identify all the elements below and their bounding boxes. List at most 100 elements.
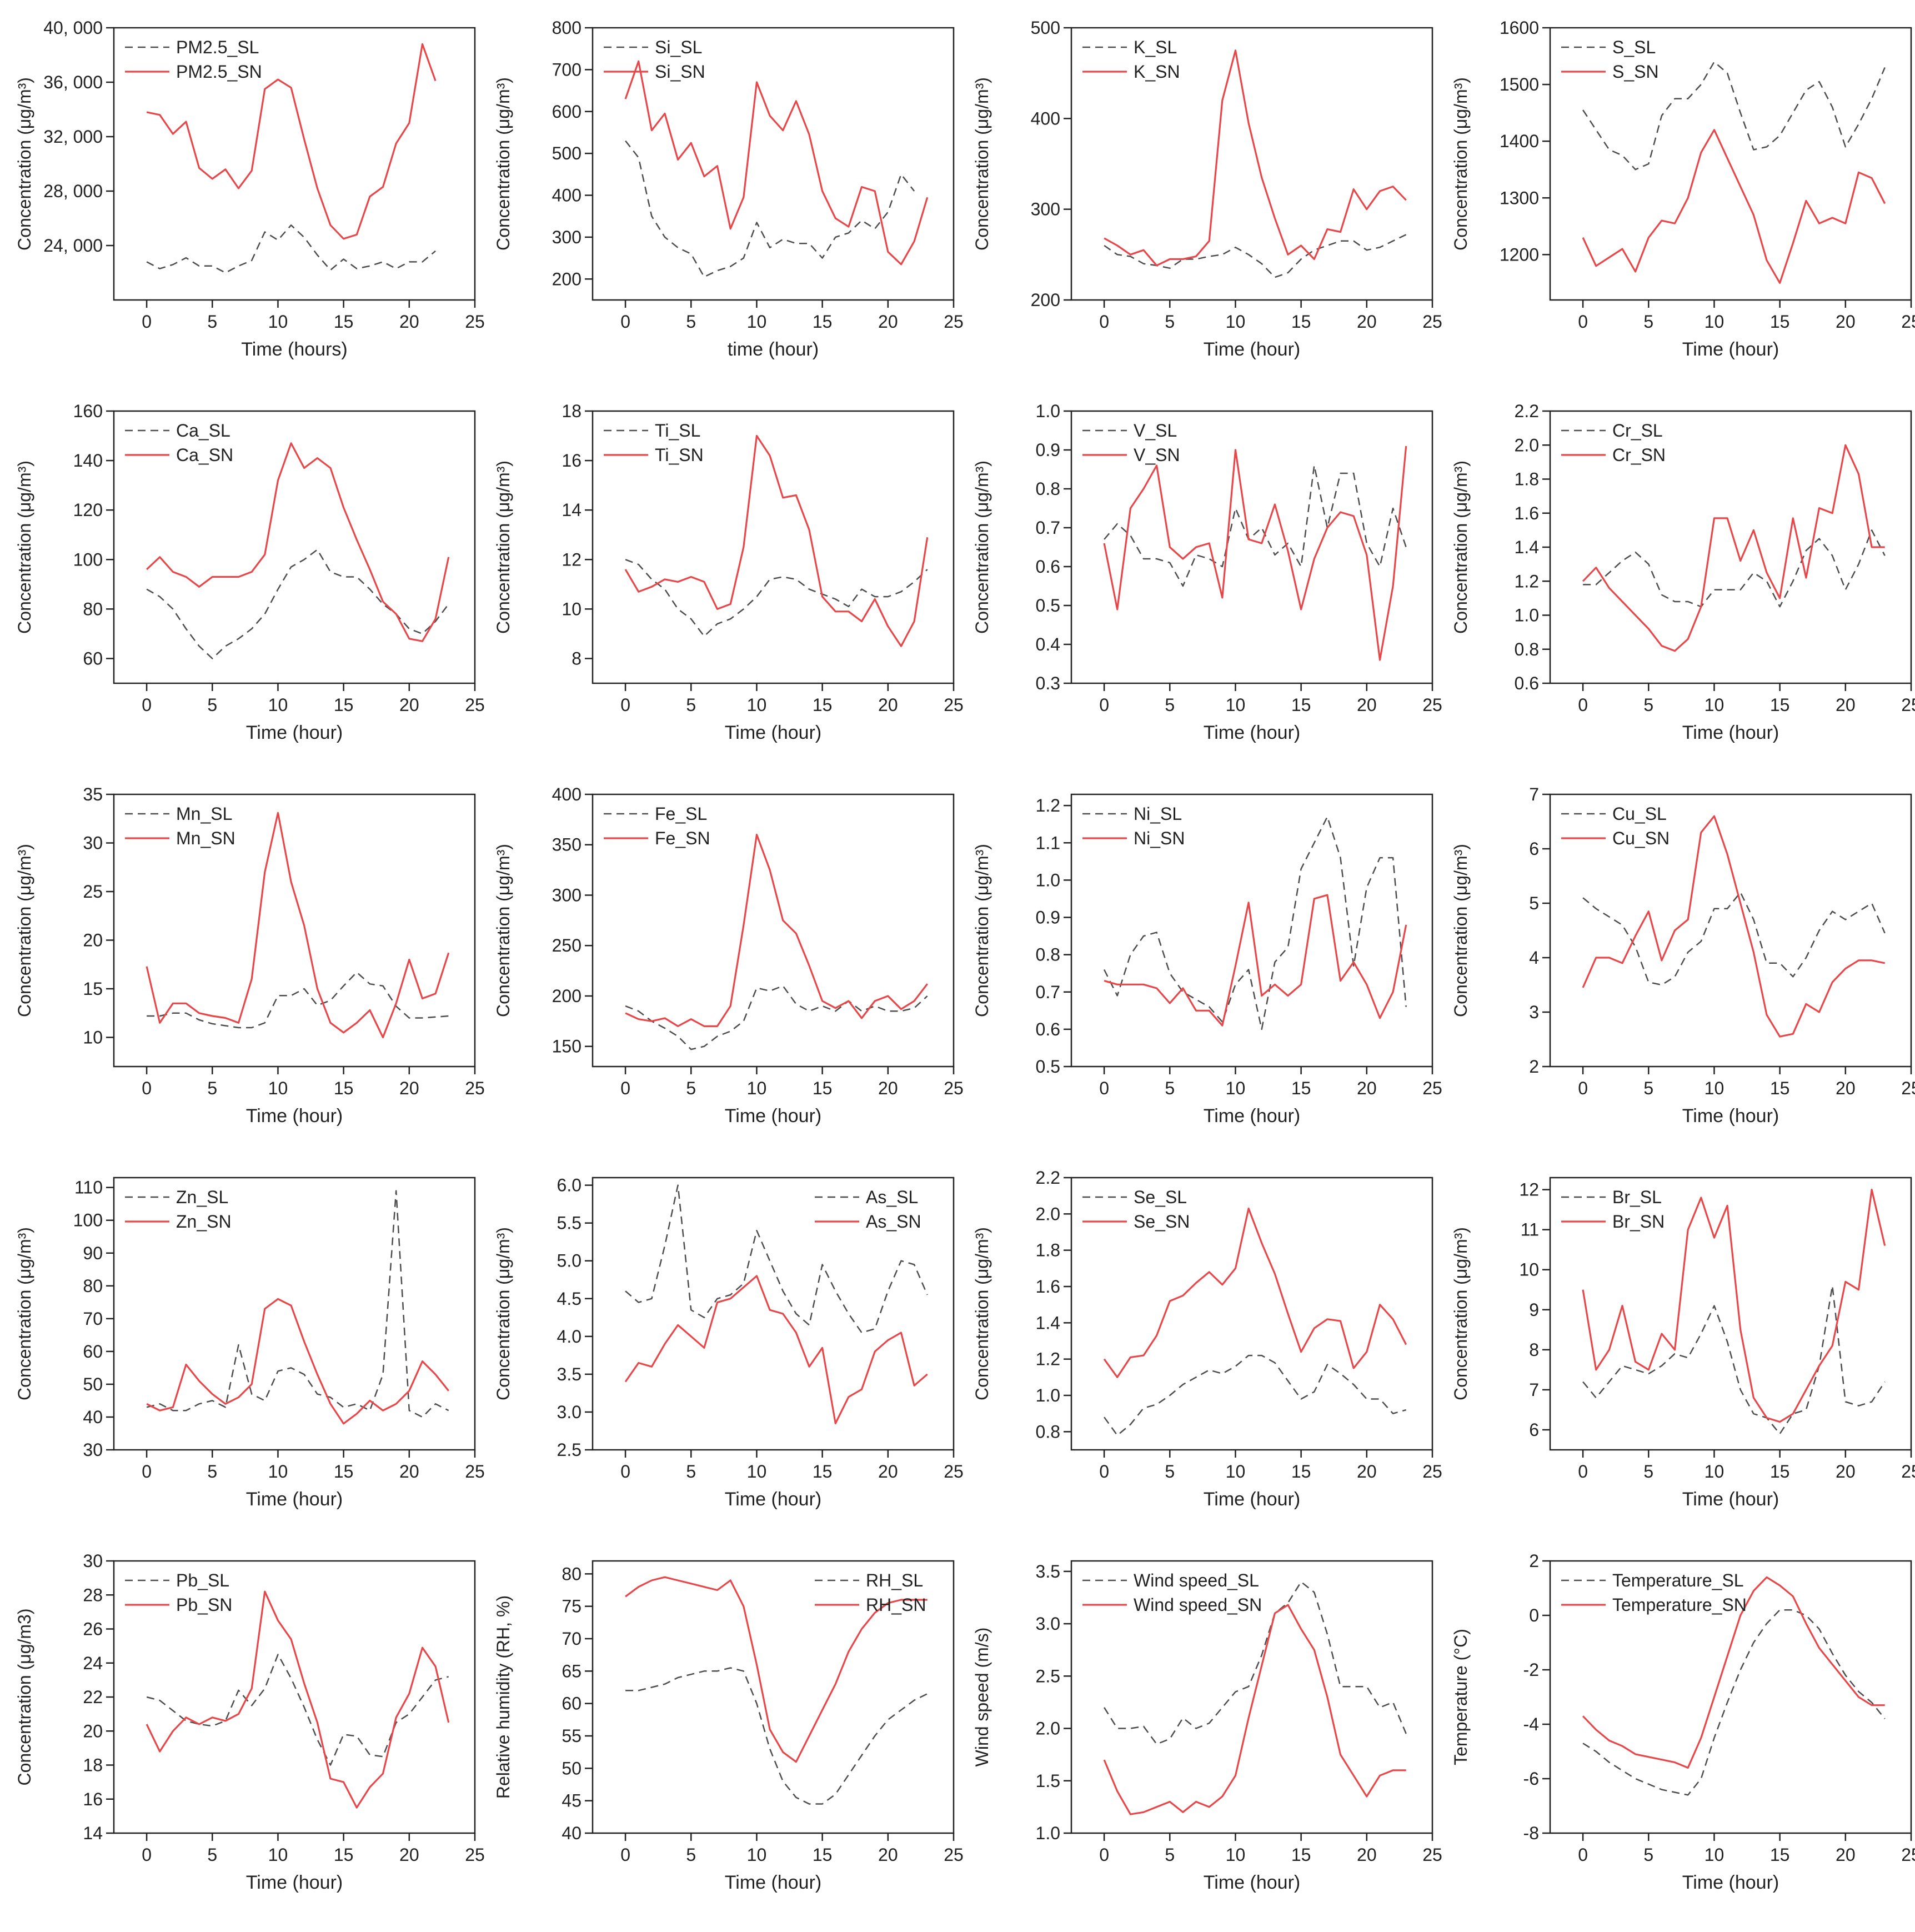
y-tick-label: 65 <box>562 1661 581 1681</box>
x-tick-label: 10 <box>1705 1845 1724 1865</box>
series-line-pm2-5-sl <box>146 224 436 274</box>
y-axis-label: Concentration (μg/m³) <box>493 77 513 251</box>
y-tick-label: 0.7 <box>1036 518 1060 538</box>
y-tick-label: 1.6 <box>1515 503 1539 523</box>
legend-label-v-sl: V_SL <box>1134 421 1177 441</box>
y-tick-label: 1.0 <box>1515 605 1539 625</box>
x-axis-label: Time (hour) <box>246 722 343 743</box>
y-tick-label: 0.8 <box>1036 479 1060 499</box>
x-tick-label: 25 <box>944 695 964 715</box>
y-tick-label: 3.0 <box>1036 1614 1060 1634</box>
x-tick-label: 25 <box>1901 695 1915 715</box>
y-tick-label: 0.8 <box>1515 639 1539 659</box>
x-tick-label: 25 <box>465 695 485 715</box>
legend-label-ni-sl: Ni_SL <box>1134 804 1182 824</box>
x-tick-label: 10 <box>1705 312 1724 332</box>
x-tick-label: 25 <box>1901 312 1915 332</box>
plot-frame <box>1549 1177 1912 1451</box>
x-axis-label: Time (hour) <box>1682 722 1779 743</box>
y-tick-label: 1600 <box>1500 18 1539 38</box>
legend-label-wind-speed-sn: Wind speed_SN <box>1134 1595 1262 1615</box>
series-line-cu-sl <box>1582 892 1886 986</box>
y-tick-label: 3.5 <box>1036 1561 1060 1581</box>
y-tick-label: 60 <box>83 648 103 668</box>
x-tick-label: 5 <box>686 1078 696 1098</box>
x-tick-label: 25 <box>1422 1078 1442 1098</box>
x-axis-label: Time (hour) <box>725 1105 821 1127</box>
legend-label-cr-sn: Cr_SN <box>1612 445 1666 465</box>
y-tick-label: 0.4 <box>1036 634 1060 654</box>
y-tick-label: -4 <box>1523 1714 1539 1734</box>
plot-frame <box>591 27 955 301</box>
series-line-wind-speed-sn <box>1103 1604 1406 1815</box>
x-tick-label: 10 <box>1705 1078 1724 1098</box>
y-tick-label: 1.0 <box>1036 1823 1060 1843</box>
plot-frame <box>591 793 955 1068</box>
y-tick-label: 300 <box>552 885 581 905</box>
series-line-k-sl <box>1104 234 1407 278</box>
y-tick-label: 1.8 <box>1036 1240 1060 1260</box>
x-axis-label: Time (hour) <box>725 722 821 743</box>
series-line-ni-sl <box>1103 816 1407 1030</box>
x-tick-label: 20 <box>1357 1461 1377 1481</box>
y-tick-label: 1.4 <box>1036 1313 1060 1333</box>
x-tick-label: 20 <box>1357 1845 1377 1865</box>
x-tick-label: 10 <box>268 1461 288 1481</box>
plot-frame <box>591 1177 955 1451</box>
y-tick-label: 10 <box>83 1028 103 1048</box>
series-line-fe-sn <box>625 833 928 1027</box>
series-line-mn-sl <box>147 972 449 1029</box>
y-axis-label: Concentration (μg/m³) <box>14 1227 34 1400</box>
x-tick-label: 15 <box>1770 312 1790 332</box>
legend-label-cu-sl: Cu_SL <box>1612 804 1667 824</box>
legend-label-s-sn: S_SN <box>1612 62 1659 82</box>
chart-panel-11: 0 5 10 15 20 25 0.5 0.6 0.7 0.8 0.9 1.0 1.1 1.2 Time (… <box>972 793 1442 1127</box>
legend-label-ti-sn: Ti_SN <box>655 445 704 465</box>
x-tick-label: 20 <box>878 1078 898 1098</box>
plot-frame <box>1549 793 1912 1068</box>
series-line-ca-sl <box>146 549 449 659</box>
y-tick-label: 300 <box>552 227 581 247</box>
chart-panel-8: 0 5 10 15 20 25 0.6 0.8 1.0 1.2 1.4 1.6 1.8 2.0 2.2 Tim… <box>1451 401 1915 743</box>
y-axis-label: Concentration (μg/m³) <box>1451 77 1471 251</box>
y-tick-label: 2.0 <box>1036 1719 1060 1739</box>
y-tick-label: 90 <box>83 1243 103 1263</box>
y-tick-label: 10 <box>1519 1260 1539 1280</box>
x-tick-label: 10 <box>1705 695 1724 715</box>
x-tick-label: 25 <box>944 1845 964 1865</box>
y-tick-label: 30 <box>83 1440 103 1460</box>
x-tick-label: 20 <box>878 1845 898 1865</box>
y-tick-label: 1.5 <box>1036 1771 1060 1791</box>
x-tick-label: 25 <box>1422 312 1442 332</box>
legend-label-ca-sn: Ca_SN <box>176 445 233 465</box>
y-tick-label: 50 <box>83 1374 103 1394</box>
x-tick-label: 5 <box>1165 1461 1175 1481</box>
x-tick-label: 10 <box>1226 695 1246 715</box>
x-tick-label: 20 <box>399 1845 419 1865</box>
x-axis-label: Time (hour) <box>1204 1489 1300 1510</box>
series-line-v-sl <box>1104 464 1407 587</box>
y-tick-label: 3.0 <box>557 1402 581 1422</box>
y-tick-label: 110 <box>74 1178 103 1198</box>
y-tick-label: 6 <box>1529 839 1539 859</box>
x-tick-label: 5 <box>207 1461 217 1481</box>
x-tick-label: 25 <box>944 1078 964 1098</box>
y-tick-label: 0.3 <box>1036 673 1060 693</box>
chart-panel-5: 0 5 10 15 20 25 60 80 100 120 140 160 Time (hour) Con… <box>14 401 485 743</box>
series-line-as-sn <box>624 1275 928 1424</box>
y-tick-label: 3.5 <box>557 1364 581 1384</box>
x-tick-label: 15 <box>813 1845 833 1865</box>
x-tick-label: 0 <box>1578 1845 1588 1865</box>
x-tick-label: 25 <box>1422 1845 1442 1865</box>
x-axis-label: Time (hour) <box>1682 1489 1779 1510</box>
y-tick-label: 15 <box>83 979 103 999</box>
y-tick-label: 5 <box>1529 893 1539 913</box>
x-tick-label: 15 <box>334 312 354 332</box>
series-line-rh-sl <box>625 1667 928 1805</box>
series-line-v-sn <box>1103 446 1407 661</box>
legend-label-zn-sn: Zn_SN <box>176 1212 232 1232</box>
x-tick-label: 0 <box>1578 1078 1588 1098</box>
legend-label-wind-speed-sl: Wind speed_SL <box>1134 1570 1259 1590</box>
y-tick-label: 20 <box>83 930 103 950</box>
x-tick-label: 0 <box>620 1078 630 1098</box>
